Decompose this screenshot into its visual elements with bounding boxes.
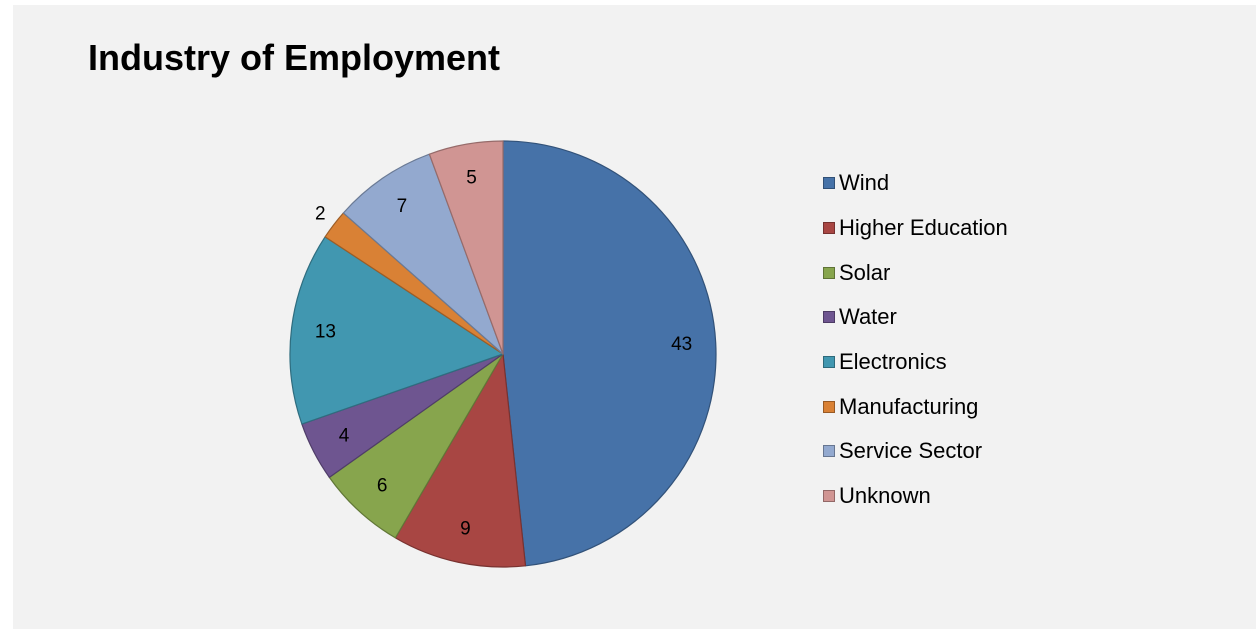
legend-swatch	[823, 400, 835, 413]
pie-slice-electronics	[289, 236, 504, 425]
pie-slice-unknown	[428, 140, 504, 355]
chart-title: Industry of Employment	[88, 37, 501, 78]
data-label-higher-education: 9	[460, 518, 471, 539]
legend-label: Manufacturing	[839, 393, 979, 419]
data-label-service-sector: 7	[397, 196, 408, 217]
legend-label: Water	[839, 304, 897, 330]
pie-slice-service-sector	[342, 153, 504, 355]
legend-label: Unknown	[839, 483, 931, 509]
data-label-solar: 6	[377, 475, 388, 496]
legend-item-water: Water	[823, 295, 1008, 340]
data-label-unknown: 5	[466, 167, 477, 188]
legend-swatch	[823, 222, 835, 235]
data-label-electronics: 13	[315, 321, 336, 342]
legend-label: Solar	[839, 259, 891, 285]
legend-swatch	[823, 266, 835, 279]
data-label-manufacturing: 2	[315, 204, 326, 225]
legend-item-electronics: Electronics	[823, 340, 1008, 385]
pie-data-labels: 43 9 6 4 13 2 7 5	[315, 167, 692, 539]
legend-swatch	[823, 356, 835, 369]
legend-item-wind: Wind	[823, 161, 1008, 206]
legend-item-manufacturing: Manufacturing	[823, 384, 1008, 429]
legend-item-service-sector: Service Sector	[823, 429, 1008, 474]
pie-slice-wind	[502, 140, 717, 567]
legend-swatch	[823, 490, 835, 503]
legend-swatch	[823, 311, 835, 324]
chart-legend: Wind Higher Education Solar Water Electronic…	[823, 161, 1008, 519]
legend-item-higher-education: Higher Education	[823, 206, 1008, 251]
data-label-water: 4	[339, 426, 350, 447]
legend-label: Service Sector	[839, 438, 983, 464]
legend-item-unknown: Unknown	[823, 474, 1008, 519]
legend-item-solar: Solar	[823, 250, 1008, 295]
legend-swatch	[823, 445, 835, 458]
legend-label: Wind	[839, 170, 890, 196]
legend-swatch	[823, 177, 835, 190]
legend-label: Higher Education	[839, 215, 1008, 241]
data-label-wind: 43	[671, 334, 692, 355]
pie-slice-higher-education	[394, 353, 527, 568]
legend-label: Electronics	[839, 349, 947, 375]
pie-slices	[289, 140, 717, 568]
